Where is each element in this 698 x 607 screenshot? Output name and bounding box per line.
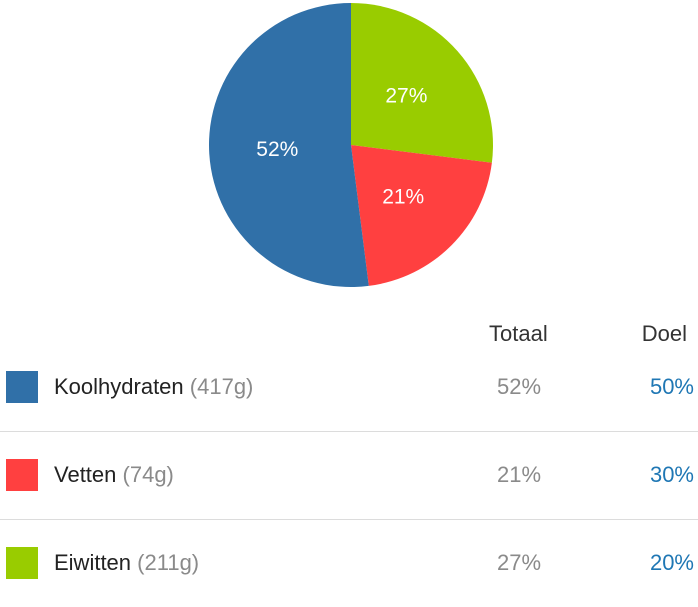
pie-slice-vetten	[351, 145, 492, 286]
koolhydraten-total: 52%	[497, 374, 542, 399]
vetten-label: Vetten	[54, 462, 117, 487]
koolhydraten-grams: (417g)	[189, 374, 254, 399]
pie-label-koolhydraten: 52%	[256, 138, 298, 161]
vetten-color-swatch	[6, 459, 38, 491]
pie-label-eiwitten: 27%	[385, 85, 427, 108]
vetten-grams: (74g)	[122, 462, 174, 487]
column-header-total: Totaal	[489, 321, 548, 346]
macro-pie-chart: 27% 21% 52%	[208, 3, 493, 287]
table-row-eiwitten: Eiwitten (211g) 27% 20%	[0, 519, 698, 607]
vetten-total: 21%	[497, 462, 542, 487]
column-header-goal: Doel	[641, 321, 687, 346]
eiwitten-total: 27%	[497, 550, 542, 575]
table-row-koolhydraten: Koolhydraten (417g) 52% 50%	[0, 343, 698, 432]
eiwitten-color-swatch	[6, 547, 38, 579]
koolhydraten-label: Koolhydraten	[54, 374, 184, 399]
table-row-vetten: Vetten (74g) 21% 30%	[0, 431, 698, 520]
eiwitten-grams: (211g)	[137, 550, 200, 575]
eiwitten-label: Eiwitten	[54, 550, 132, 575]
eiwitten-goal: 20%	[649, 550, 694, 575]
vetten-goal: 30%	[649, 462, 694, 487]
pie-label-vetten: 21%	[382, 186, 424, 209]
pie-slice-eiwitten	[351, 3, 493, 163]
koolhydraten-color-swatch	[6, 371, 38, 403]
pie-slice-koolhydraten	[208, 3, 369, 287]
koolhydraten-goal: 50%	[649, 374, 694, 399]
